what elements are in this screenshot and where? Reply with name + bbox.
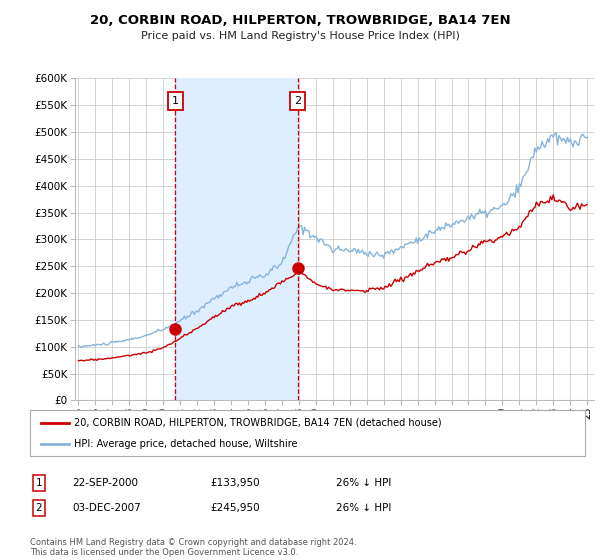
Text: 2: 2 (35, 503, 43, 513)
Text: £133,950: £133,950 (210, 478, 260, 488)
Text: 03-DEC-2007: 03-DEC-2007 (72, 503, 141, 513)
Text: £245,950: £245,950 (210, 503, 260, 513)
Bar (175, 78, 298, 400)
Text: 26% ↓ HPI: 26% ↓ HPI (336, 503, 391, 513)
Text: 1: 1 (172, 96, 179, 106)
Text: 1: 1 (35, 478, 43, 488)
Text: HPI: Average price, detached house, Wiltshire: HPI: Average price, detached house, Wilt… (74, 439, 298, 449)
Text: 2: 2 (294, 96, 301, 106)
Text: Price paid vs. HM Land Registry's House Price Index (HPI): Price paid vs. HM Land Registry's House … (140, 31, 460, 41)
Text: 22-SEP-2000: 22-SEP-2000 (72, 478, 138, 488)
Text: 20, CORBIN ROAD, HILPERTON, TROWBRIDGE, BA14 7EN (detached house): 20, CORBIN ROAD, HILPERTON, TROWBRIDGE, … (74, 418, 442, 428)
Text: 26% ↓ HPI: 26% ↓ HPI (336, 478, 391, 488)
Text: Contains HM Land Registry data © Crown copyright and database right 2024.
This d: Contains HM Land Registry data © Crown c… (30, 538, 356, 557)
Text: 20, CORBIN ROAD, HILPERTON, TROWBRIDGE, BA14 7EN: 20, CORBIN ROAD, HILPERTON, TROWBRIDGE, … (89, 14, 511, 27)
